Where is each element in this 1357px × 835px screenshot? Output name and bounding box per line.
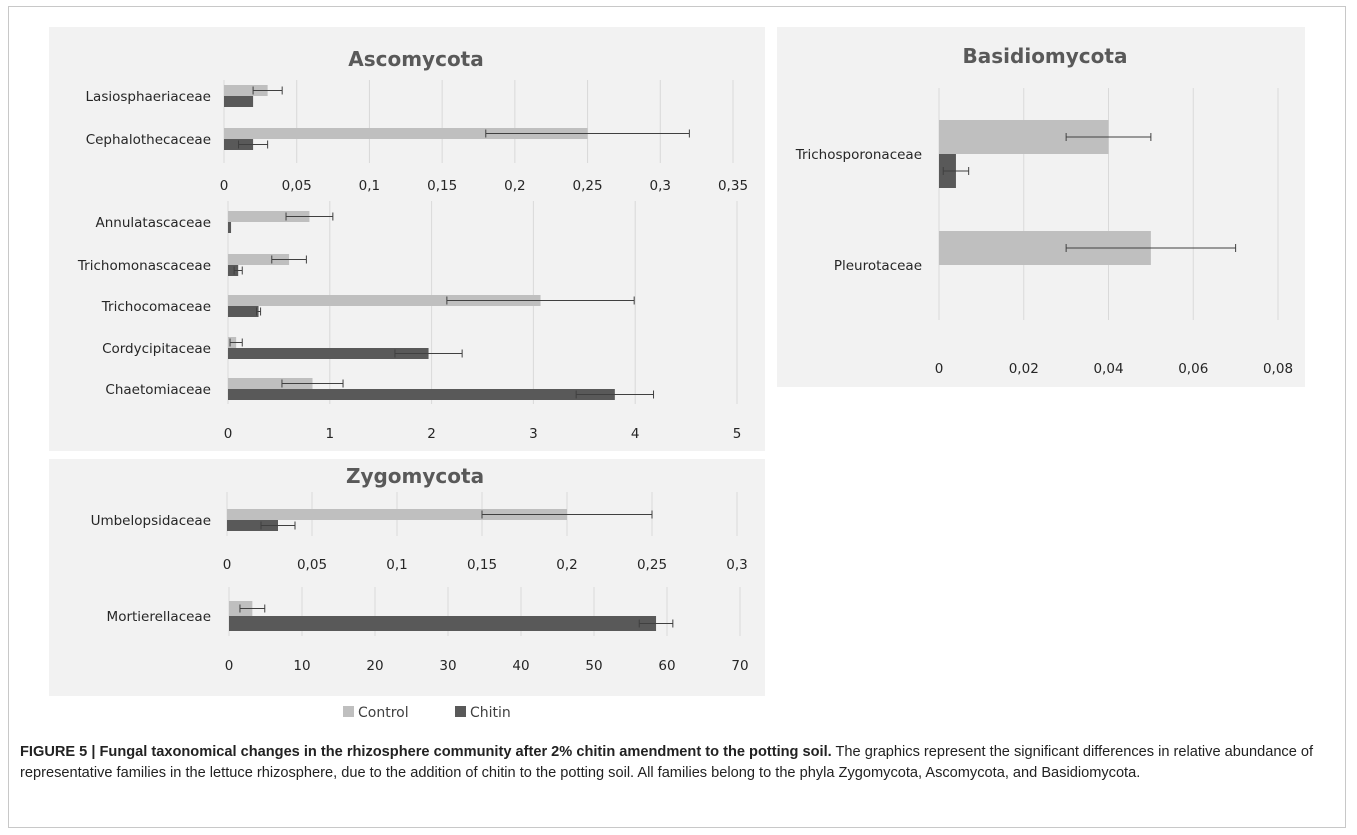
x-tick-label: 0,1: [386, 557, 407, 573]
x-tick-label: 0,2: [504, 178, 525, 194]
legend-swatch-control: [343, 706, 354, 717]
x-tick-label: 40: [512, 658, 529, 674]
plot-1-ascomycota: 0 1 2 3 4 5 Annulatascaceae Trichomonascaceae Tr…: [77, 201, 741, 442]
chart-title-zygomycota: Zygomycota: [346, 464, 484, 488]
x-tick-label: 0: [935, 361, 944, 377]
bar-control: [224, 85, 268, 96]
bar-control: [228, 254, 290, 265]
x-tick-label: 0,05: [282, 178, 312, 194]
x-tick-label: 10: [293, 658, 310, 674]
caption-title: FIGURE 5 | Fungal taxonomical changes in…: [20, 744, 832, 760]
caption-body: The graphics represent the significant d…: [20, 744, 1314, 781]
plot-2-basidiomycota: Basidiomycota 0 0,02 0,04 0,06 0,08 Trichospor…: [795, 44, 1293, 377]
bar-chitin: [228, 306, 259, 317]
x-tick-label: 70: [731, 658, 748, 674]
category-label: Mortierellaceae: [107, 609, 211, 625]
x-tick-label: 4: [631, 426, 640, 442]
plot-3-zygomycota: Zygomycota 0 0,05 0,1 0,15 0,2 0,25 0,3 Umbelops…: [91, 464, 748, 573]
bar-chitin: [228, 222, 232, 233]
zygomycota-panel: [49, 459, 765, 696]
category-label: Lasiosphaeriaceae: [86, 89, 211, 105]
category-label: Umbelopsidaceae: [91, 513, 211, 529]
x-tick-label: 0,02: [1009, 361, 1039, 377]
x-tick-label: 20: [366, 658, 383, 674]
x-tick-label: 5: [733, 426, 742, 442]
legend-swatch-chitin: [455, 706, 466, 717]
x-tick-label: 0,25: [637, 557, 667, 573]
x-tick-label: 0: [223, 557, 232, 573]
bar-chitin: [224, 96, 254, 107]
category-label: Trichomonascaceae: [77, 258, 211, 274]
bar-control: [228, 211, 310, 222]
x-tick-label: 0,2: [556, 557, 577, 573]
x-tick-label: 3: [529, 426, 538, 442]
x-tick-label: 0,06: [1178, 361, 1208, 377]
legend-label-chitin: Chitin: [470, 705, 511, 721]
plot-4-zygomycota: 0 10 20 30 40 50 60 70 Mortierellaceae: [107, 587, 749, 674]
bar-control: [224, 128, 588, 139]
x-tick-label: 0,04: [1093, 361, 1123, 377]
ascomycota-panel: [49, 27, 765, 451]
x-tick-label: 1: [326, 426, 335, 442]
basidiomycota-panel: [777, 27, 1305, 387]
x-tick-label: 0,3: [726, 557, 747, 573]
category-label: Annulatascaceae: [95, 215, 211, 231]
category-label: Cephalothecaceae: [86, 132, 211, 148]
x-tick-label: 0,15: [467, 557, 497, 573]
x-tick-label: 0,15: [427, 178, 457, 194]
category-label: Pleurotaceae: [834, 258, 922, 274]
category-label: Trichosporonaceae: [795, 147, 922, 163]
legend: Control Chitin: [343, 705, 511, 721]
bar-control: [227, 509, 567, 520]
x-tick-label: 0: [224, 426, 233, 442]
x-tick-label: 0,08: [1263, 361, 1293, 377]
bar-control: [228, 295, 541, 306]
category-label: Chaetomiaceae: [105, 382, 211, 398]
legend-label-control: Control: [358, 705, 409, 721]
x-tick-label: 60: [658, 658, 675, 674]
figure-caption: FIGURE 5 | Fungal taxonomical changes in…: [20, 742, 1332, 783]
plot-0-ascomycota: Ascomycota 0 0,05 0,1 0,15 0,2 0,25 0,3 0,35 Lasi…: [86, 47, 749, 194]
x-tick-label: 0,35: [718, 178, 748, 194]
x-tick-label: 2: [427, 426, 436, 442]
bar-control: [228, 378, 313, 389]
category-label: Cordycipitaceae: [102, 341, 211, 357]
bar-chitin: [228, 389, 615, 400]
chart-title-ascomycota: Ascomycota: [348, 47, 484, 71]
x-tick-label: 0,1: [359, 178, 380, 194]
x-tick-label: 50: [585, 658, 602, 674]
x-tick-label: 0,25: [573, 178, 603, 194]
x-tick-label: 0,3: [650, 178, 671, 194]
bar-chitin: [228, 348, 429, 359]
x-tick-label: 30: [439, 658, 456, 674]
x-tick-label: 0,05: [297, 557, 327, 573]
chart-title-basidiomycota: Basidiomycota: [963, 44, 1128, 68]
x-tick-label: 0: [225, 658, 234, 674]
bar-chitin: [227, 520, 278, 531]
x-tick-label: 0: [220, 178, 229, 194]
bar-chitin: [228, 265, 239, 276]
category-label: Trichocomaceae: [101, 299, 211, 315]
bar-chitin: [229, 616, 657, 631]
